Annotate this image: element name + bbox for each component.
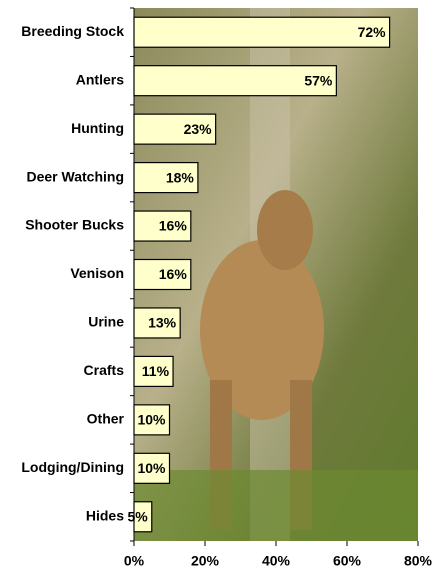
bar [133,307,181,339]
y-tick-label: Shooter Bucks [25,217,124,233]
y-tick-label: Crafts [84,362,125,378]
y-tick-label: Venison [70,265,124,281]
y-tick-label: Lodging/Dining [21,459,124,475]
y-tick-label: Urine [88,314,124,330]
value-label: 5% [128,508,149,524]
bar [133,404,171,436]
x-tick-label: 80% [404,553,433,569]
y-tick-label: Breeding Stock [21,23,124,39]
y-tick-label: Hunting [71,120,124,136]
value-label: 13% [148,315,177,331]
y-tick-label: Antlers [76,71,124,87]
bar [133,113,217,145]
y-tick-label: Other [87,411,125,427]
bar [133,258,192,291]
x-tick-label: 20% [191,553,220,569]
x-tick-label: 40% [262,553,291,569]
value-label: 10% [137,412,166,428]
y-tick-label: Hides [86,507,124,523]
value-label: 18% [166,169,195,185]
bar [133,452,171,484]
bar [133,355,174,388]
bar [133,501,153,533]
bar [133,65,337,97]
value-label: 57% [304,72,333,88]
x-tick-label: 60% [333,553,362,569]
value-label: 16% [159,266,188,282]
bar [133,161,199,194]
y-tick-label: Deer Watching [27,168,125,184]
value-label: 23% [184,121,213,137]
value-label: 16% [159,218,188,234]
value-label: 72% [358,24,387,40]
value-label: 11% [142,363,170,379]
background-photo [134,8,418,541]
x-tick-label: 0% [124,553,145,569]
bar [133,210,192,242]
value-label: 10% [137,460,166,476]
bar [133,16,391,48]
